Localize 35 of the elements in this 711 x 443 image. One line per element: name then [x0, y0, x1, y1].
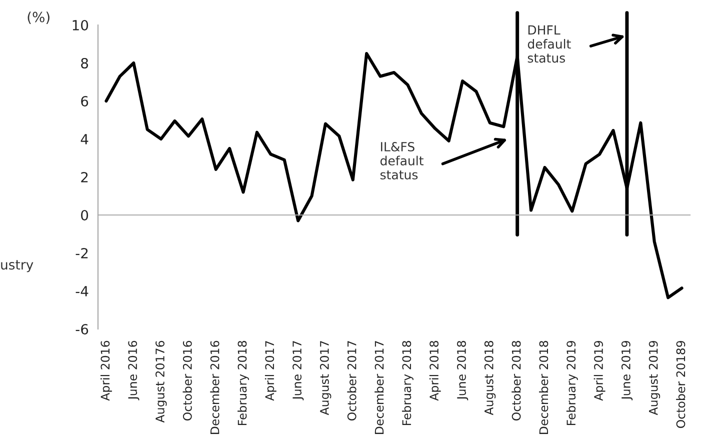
x-tick-label: August 2017 — [320, 341, 332, 416]
x-tick-label: April 2019 — [594, 340, 606, 401]
y-tick-label: 2 — [81, 172, 88, 182]
y-tick-label: 6 — [81, 96, 88, 106]
y-tick-label: 8 — [81, 58, 88, 68]
y-tick-label: 0 — [81, 210, 88, 220]
x-tick-label: June 2016 — [128, 340, 140, 400]
text: ustry — [1, 260, 34, 272]
x-tick-label: October 2016 — [182, 340, 192, 420]
x-tick-label: August 20176 — [156, 340, 167, 423]
x-tick-label: February 2018 — [402, 340, 414, 426]
y-tick-label: 10 — [72, 20, 88, 30]
x-tick-label: April 2016 — [100, 340, 112, 401]
annotation: IL&FS default status — [380, 142, 424, 180]
annotation: DHFL default status — [528, 25, 571, 63]
x-tick-label: August 2018 — [484, 340, 496, 416]
x-tick-label: October 20189 — [676, 340, 686, 428]
x-tick-label: June 2019 — [621, 340, 633, 400]
y-tick-label: -4 — [76, 286, 88, 296]
x-tick-label: August 2019 — [648, 340, 660, 416]
x-tick-label: October 2018 — [512, 340, 521, 420]
x-tick-label: December 2017 — [374, 341, 384, 434]
x-tick-label: June 2017 — [292, 341, 304, 400]
x-tick-label: February 2019 — [566, 340, 578, 426]
y-tick-label: 4 — [80, 134, 88, 144]
x-tick-label: April 2018 — [429, 340, 441, 401]
x-tick-label: February 2018 — [238, 340, 249, 426]
y-tick-label: -2 — [76, 248, 88, 258]
y-axis-title: (%) — [28, 12, 50, 24]
x-tick-label: October 2017 — [347, 341, 356, 420]
y-tick-label: -6 — [76, 324, 88, 334]
x-tick-label: April 2017 — [264, 341, 276, 401]
x-tick-label: December 2016 — [210, 340, 220, 434]
x-tick-label: June 2018 — [457, 340, 468, 400]
x-tick-label: December 2018 — [539, 340, 548, 434]
